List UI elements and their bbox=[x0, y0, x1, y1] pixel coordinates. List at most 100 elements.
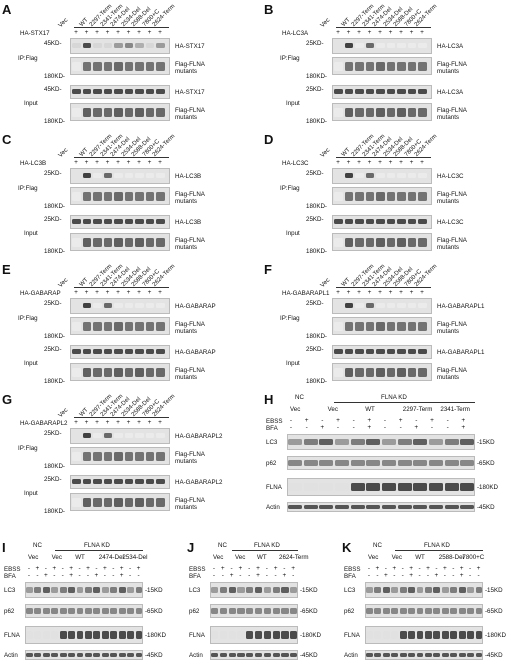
blot-band bbox=[93, 432, 102, 438]
blot-band bbox=[365, 62, 374, 72]
blot-band bbox=[255, 631, 263, 639]
plus-sign: + bbox=[420, 289, 424, 296]
blot-band bbox=[429, 483, 444, 491]
bfa-sign: - bbox=[61, 572, 64, 579]
plus-sign: + bbox=[346, 29, 351, 36]
blot-band bbox=[407, 302, 416, 308]
blot-band bbox=[156, 452, 165, 462]
ebss-sign: - bbox=[384, 565, 387, 572]
blot-band bbox=[219, 653, 228, 657]
ebss-sign: + bbox=[102, 565, 107, 572]
blot-band bbox=[450, 653, 458, 657]
blot-band bbox=[135, 368, 144, 378]
blot-band bbox=[397, 368, 406, 378]
bfa-sign: + bbox=[119, 572, 124, 579]
group-label: Vec bbox=[51, 554, 62, 561]
plus-sign: + bbox=[116, 289, 120, 296]
blot-band bbox=[408, 608, 416, 614]
blot-band bbox=[82, 108, 91, 118]
blot-band bbox=[85, 608, 92, 614]
blot-band bbox=[460, 483, 475, 491]
bfa-sign: - bbox=[78, 572, 81, 579]
blot-band bbox=[145, 62, 154, 72]
ebss-sign: - bbox=[129, 565, 132, 572]
blot-band bbox=[85, 631, 92, 639]
ebss-sign: - bbox=[27, 565, 31, 572]
plus-sign: + bbox=[105, 419, 110, 426]
ip-flag-label: IP:Flag bbox=[18, 445, 38, 452]
bfa-sign: - bbox=[367, 572, 371, 579]
ebss-label: EBSS bbox=[344, 566, 361, 573]
plus-sign: + bbox=[147, 289, 152, 296]
mw-marker: -45KD bbox=[145, 652, 163, 659]
blot-band bbox=[124, 368, 133, 378]
blot-band bbox=[101, 653, 109, 657]
blot-band bbox=[127, 608, 135, 614]
flag-input-label-2: mutants bbox=[175, 244, 198, 251]
blot-band bbox=[397, 483, 412, 491]
blot-band bbox=[376, 89, 385, 95]
blot-band bbox=[135, 586, 143, 594]
blot-band bbox=[114, 349, 123, 355]
blot-band bbox=[93, 322, 102, 332]
blot-band bbox=[135, 608, 143, 614]
flag-input-label-1: Flag-FLNA bbox=[175, 367, 205, 374]
blot-band bbox=[156, 498, 165, 508]
ha-band-label: HA-LC3B bbox=[175, 173, 202, 180]
blot-band bbox=[127, 586, 135, 594]
blot-strip bbox=[210, 604, 298, 618]
blot-band bbox=[114, 108, 123, 118]
blot-band bbox=[34, 653, 42, 657]
blot-band bbox=[135, 653, 143, 657]
ha-input-label: HA-STX17 bbox=[175, 89, 205, 96]
plus-sign: + bbox=[399, 289, 403, 296]
blot-band bbox=[407, 238, 416, 248]
mw-marker-input-180: 180KD- bbox=[44, 378, 65, 385]
blot-band bbox=[441, 608, 449, 614]
input-label: Input bbox=[286, 100, 300, 107]
lane-divider-line bbox=[74, 157, 169, 158]
mw-marker-top: 25KD- bbox=[44, 170, 62, 177]
blot-band bbox=[72, 42, 81, 48]
group-label: 2624-Term bbox=[279, 554, 309, 561]
flag-input-label-1: Flag-FLNA bbox=[175, 237, 205, 244]
lane-vec-label: Vec bbox=[57, 276, 70, 289]
ha-band-label: HA-GABARAPL2 bbox=[175, 433, 223, 440]
blot-band bbox=[118, 653, 126, 657]
lane-divider-line bbox=[74, 27, 169, 28]
mw-marker-180: 180KD- bbox=[306, 73, 327, 80]
blot-band bbox=[110, 586, 118, 594]
mw-marker-180: 180KD- bbox=[306, 203, 327, 210]
row-label: p62 bbox=[4, 608, 15, 615]
plus-sign: + bbox=[74, 289, 78, 296]
blot-band bbox=[103, 172, 112, 178]
bfa-sign: - bbox=[393, 572, 396, 579]
ebss-sign: - bbox=[212, 565, 216, 572]
bfa-sign: - bbox=[452, 572, 455, 579]
blot-band bbox=[397, 108, 406, 118]
blot-band bbox=[110, 631, 118, 639]
ebss-sign: + bbox=[392, 565, 397, 572]
blot-band bbox=[397, 460, 412, 466]
flag-label-2: mutants bbox=[175, 328, 198, 335]
ebss-sign: - bbox=[415, 417, 418, 424]
bfa-sign: + bbox=[43, 572, 48, 579]
ebss-sign: - bbox=[383, 417, 387, 424]
row-label: LC3 bbox=[266, 439, 278, 446]
blot-band bbox=[365, 192, 374, 202]
blot-band bbox=[114, 302, 123, 308]
blot-band bbox=[458, 586, 466, 594]
lane-vec-label: Vec bbox=[319, 146, 332, 159]
lane-divider-line bbox=[336, 287, 431, 288]
ebss-label: EBSS bbox=[189, 566, 206, 573]
blot-band bbox=[335, 438, 350, 446]
group-label: Vec bbox=[28, 554, 39, 561]
flag-input-label-1: Flag-FLNA bbox=[437, 367, 467, 374]
blot-band bbox=[407, 322, 416, 332]
plus-sign: + bbox=[126, 29, 131, 36]
blot-band bbox=[93, 62, 102, 72]
blot-band bbox=[386, 219, 395, 225]
blot-band bbox=[444, 483, 459, 491]
ebss-sign: + bbox=[442, 565, 447, 572]
panel-label: J bbox=[187, 540, 195, 555]
